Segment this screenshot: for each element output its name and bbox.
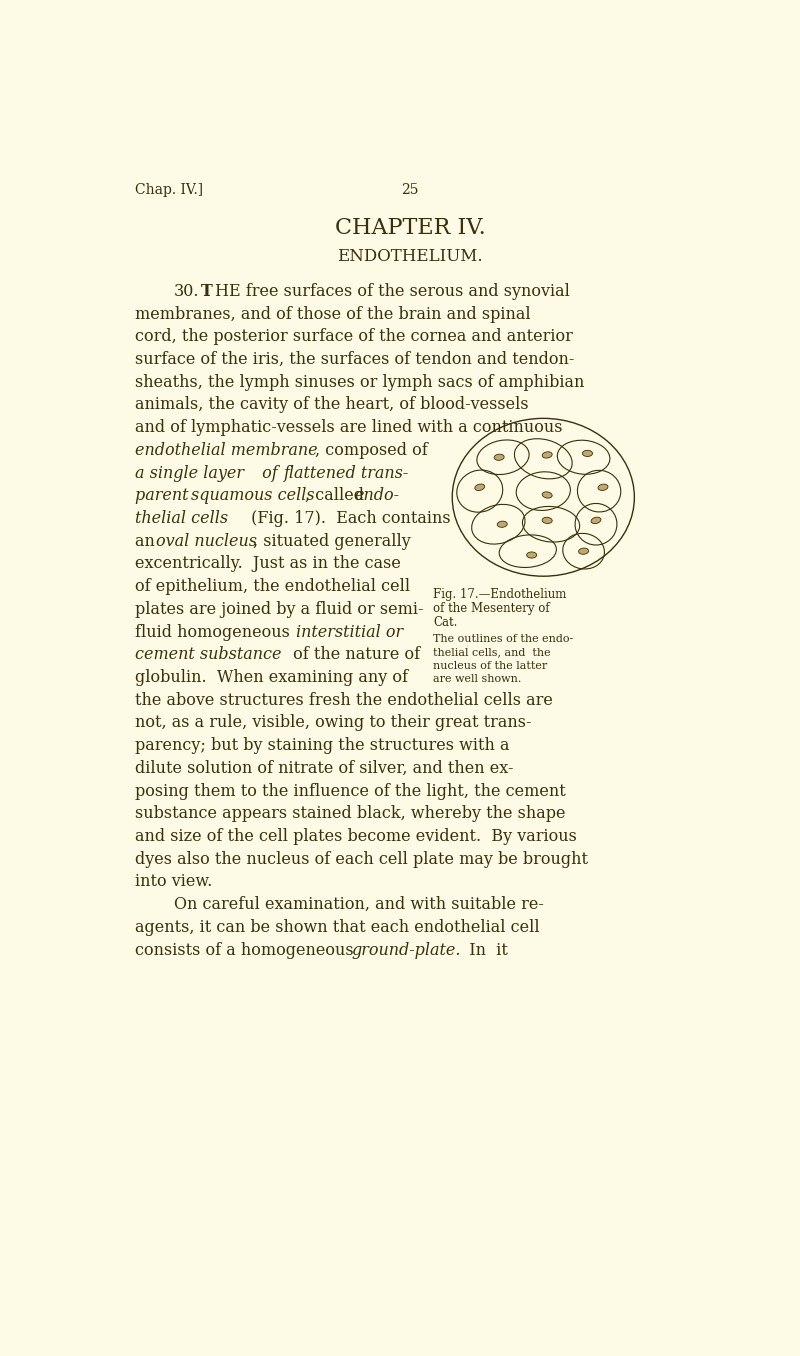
Text: membranes, and of those of the brain and spinal: membranes, and of those of the brain and… [135, 305, 530, 323]
Text: squamous cells: squamous cells [190, 487, 314, 504]
Text: T: T [201, 283, 213, 300]
Ellipse shape [542, 517, 552, 523]
Text: of: of [258, 465, 283, 481]
Ellipse shape [494, 454, 504, 460]
Text: and of lymphatic-vessels are lined with a continuous: and of lymphatic-vessels are lined with … [135, 419, 562, 437]
Ellipse shape [475, 484, 485, 491]
Text: of the nature of: of the nature of [288, 647, 421, 663]
Text: 30.: 30. [174, 283, 199, 300]
Text: sheaths, the lymph sinuses or lymph sacs of amphibian: sheaths, the lymph sinuses or lymph sacs… [135, 374, 584, 391]
Ellipse shape [591, 517, 601, 523]
Text: globulin.  When examining any of: globulin. When examining any of [135, 669, 408, 686]
Text: into view.: into view. [135, 873, 212, 891]
Ellipse shape [497, 521, 507, 527]
Ellipse shape [598, 484, 608, 491]
Text: a single layer: a single layer [135, 465, 244, 481]
Ellipse shape [526, 552, 537, 559]
Text: interstitial or: interstitial or [296, 624, 403, 640]
Text: of the Mesentery of: of the Mesentery of [434, 602, 550, 616]
Text: nucleus of the latter: nucleus of the latter [434, 660, 547, 670]
Ellipse shape [582, 450, 593, 457]
Text: flattened trans-: flattened trans- [284, 465, 409, 481]
Text: thelial cells, and  the: thelial cells, and the [434, 647, 551, 658]
Text: the above structures fresh the endothelial cells are: the above structures fresh the endotheli… [135, 692, 553, 709]
Text: CHAPTER IV.: CHAPTER IV. [334, 217, 486, 240]
Text: The outlines of the endo-: The outlines of the endo- [434, 635, 574, 644]
Text: , situated generally: , situated generally [253, 533, 410, 549]
Text: fluid homogeneous: fluid homogeneous [135, 624, 295, 640]
Text: excentrically.  Just as in the case: excentrically. Just as in the case [135, 556, 401, 572]
Text: endo-: endo- [354, 487, 399, 504]
Text: are well shown.: are well shown. [434, 674, 522, 683]
Text: Fig. 17.—Endothelium: Fig. 17.—Endothelium [434, 589, 566, 601]
Text: Chap. IV.]: Chap. IV.] [135, 183, 203, 197]
Text: substance appears stained black, whereby the shape: substance appears stained black, whereby… [135, 805, 566, 822]
Text: dilute solution of nitrate of silver, and then ex-: dilute solution of nitrate of silver, an… [135, 759, 514, 777]
Ellipse shape [578, 548, 589, 555]
Text: animals, the cavity of the heart, of blood-vessels: animals, the cavity of the heart, of blo… [135, 396, 529, 414]
Text: ENDOTHELIUM.: ENDOTHELIUM. [337, 248, 483, 266]
Text: parent: parent [135, 487, 194, 504]
Text: of epithelium, the endothelial cell: of epithelium, the endothelial cell [135, 578, 410, 595]
Text: dyes also the nucleus of each cell plate may be brought: dyes also the nucleus of each cell plate… [135, 850, 588, 868]
Text: HE free surfaces of the serous and synovial: HE free surfaces of the serous and synov… [215, 283, 570, 300]
Text: , called: , called [306, 487, 370, 504]
Text: On careful examination, and with suitable re-: On careful examination, and with suitabl… [174, 896, 543, 913]
Text: In  it: In it [459, 941, 508, 959]
Text: Cat.: Cat. [434, 616, 458, 629]
Text: cement substance: cement substance [135, 647, 282, 663]
Text: ground-plate.: ground-plate. [352, 941, 462, 959]
Text: consists of a homogeneous: consists of a homogeneous [135, 941, 358, 959]
Text: (Fig. 17).  Each contains: (Fig. 17). Each contains [246, 510, 450, 527]
Text: surface of the iris, the surfaces of tendon and tendon-: surface of the iris, the surfaces of ten… [135, 351, 574, 367]
Text: oval nucleus: oval nucleus [156, 533, 257, 549]
Text: not, as a rule, visible, owing to their great trans-: not, as a rule, visible, owing to their … [135, 715, 531, 731]
Text: plates are joined by a fluid or semi-: plates are joined by a fluid or semi- [135, 601, 423, 618]
Text: and size of the cell plates become evident.  By various: and size of the cell plates become evide… [135, 829, 577, 845]
Ellipse shape [542, 452, 552, 458]
Text: cord, the posterior surface of the cornea and anterior: cord, the posterior surface of the corne… [135, 328, 573, 346]
Text: 25: 25 [402, 183, 418, 197]
Text: thelial cells: thelial cells [135, 510, 228, 527]
Text: agents, it can be shown that each endothelial cell: agents, it can be shown that each endoth… [135, 919, 539, 936]
Text: posing them to the influence of the light, the cement: posing them to the influence of the ligh… [135, 782, 566, 800]
Text: , composed of: , composed of [315, 442, 428, 458]
Ellipse shape [542, 492, 552, 498]
Text: an: an [135, 533, 160, 549]
Text: parency; but by staining the structures with a: parency; but by staining the structures … [135, 738, 510, 754]
Text: endothelial membrane: endothelial membrane [135, 442, 318, 458]
